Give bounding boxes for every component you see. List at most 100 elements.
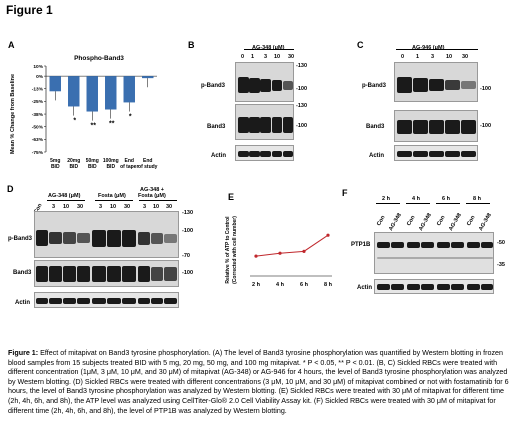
panel-d-lane-7: 3 [143,204,147,210]
panel-c-lane-2: 3 [431,54,435,60]
panel-a-bar [86,76,98,112]
figure-title: Figure 1 [6,3,53,17]
panel-a-xlabel: 50mg [86,158,99,164]
panel-f-lane-3: AG-348 [418,212,433,232]
panel-a-significance: ** [91,123,97,130]
panel-e-point [302,249,306,253]
panel-a-significance: * [73,118,76,125]
panel-c-pband3-blot [394,62,478,102]
panel-d-pband3-blot [34,211,179,258]
panel-f-lane-5: AG-348 [448,212,463,232]
panel-e-point [326,233,330,237]
panel-a-bar [68,76,80,107]
panel-d-group-fosta: Fosta (μM) [98,193,126,199]
panel-a-chart: Phospho-Band3 Mean % Change from Baselin… [10,55,158,170]
panel-a-xlabel: 5mg [50,158,60,164]
panel-f-letter: F [342,188,348,198]
panel-a-bar [123,76,135,103]
panel-b-lane-3: 10 [274,54,281,60]
panel-f-lane-6: Con [466,214,477,227]
caption-text: Effect of mitapivat on Band3 tyrosine ph… [8,349,509,415]
panel-d-lane-3: 30 [77,204,84,210]
panel-f-bracket-4h [406,203,430,204]
panel-f-marker-50: -50 [497,240,505,246]
panel-f-bracket-2h [376,203,400,204]
panel-f-lane-4: Con [436,214,447,227]
panel-f-lane-0: Con [376,214,387,227]
panel-a-xlabel: 100mg [103,158,119,164]
panel-a-xlabel: BID [51,164,60,170]
panel-f-ptp1b-blot [374,232,494,274]
panel-b-marker-130-top: -130 [296,63,308,69]
panel-d-lane-6: 30 [124,204,131,210]
panel-a-ylabel: Mean % Change from Baseline [10,74,16,154]
panel-c-band3-blot [394,110,478,142]
panel-b-actin-blot [235,145,294,161]
panel-a-significance: * [129,114,132,121]
panel-d-lane-5: 10 [110,204,117,210]
panel-a-significance: ** [109,121,115,128]
panel-a-bar [49,76,61,92]
panel-a-xlabel: of study [138,164,158,170]
panel-e-xlabel: 4 h [276,282,285,288]
panel-a-xlabel: of taper [120,164,138,170]
panel-d-band3-blot [34,260,179,287]
panel-c-lane-1: 1 [416,54,420,60]
panel-a-ytick-label: -13% [32,87,44,93]
panel-f-row-actin: Actin [357,285,372,291]
panel-f-bracket-8h [466,203,490,204]
panel-c-treatment: AG-946 (μM) [412,45,445,51]
panel-d-bracket-ag348 [47,200,85,201]
panel-d-lane-1: 3 [52,204,56,210]
panel-c-lane-0: 0 [401,54,405,60]
panel-e-xlabel: 2 h [252,282,261,288]
panel-e-ylabel: Relative % of ATP to Control [225,216,231,284]
panel-a-xlabel: BID [88,164,97,170]
panel-f-actin-blot [374,279,494,294]
panel-d-lane-4: 3 [99,204,103,210]
panel-e-letter: E [228,192,235,202]
panel-a-ytick-label: -25% [32,99,44,105]
panel-a-xlabel: End [125,158,134,164]
panel-c-row-pband3: p-Band3 [362,83,386,89]
panel-b-lane-4: 30 [288,54,295,60]
panel-b-marker-100-mid: -100 [296,123,308,129]
panel-a-bar [105,76,117,110]
panel-d-lane-9: 30 [166,204,173,210]
panel-c-lane-3: 10 [446,54,453,60]
panel-d-row-pband3: p-Band3 [8,236,32,242]
panel-f-marker-35: -35 [497,262,505,268]
panel-e-xlabel: 8 h [324,282,333,288]
panel-e-ylabel2: (Corrected with cell number) [232,216,238,284]
panel-a-ytick-label: -38% [32,112,44,118]
panel-b-band3-blot [235,104,294,140]
panel-a-letter: A [8,40,15,50]
panel-b-bracket [244,49,294,50]
panel-d-marker-100-top: -100 [182,228,194,234]
panel-a-xlabel: BID [106,164,115,170]
panel-f-row-ptp1b: PTP1B [351,242,371,248]
panel-c-actin-blot [394,145,478,161]
panel-d-bracket-combo [139,200,177,201]
panel-f-lane-1: AG-348 [388,212,403,232]
panel-e-point [278,251,282,255]
panel-a-xlabel: BID [69,164,78,170]
panel-b-marker-130-mid: -130 [296,103,308,109]
panel-a-xlabel: End [143,158,152,164]
figure-caption: Figure 1: Effect of mitapivat on Band3 t… [8,349,516,416]
panel-f-lane-2: Con [406,214,417,227]
panel-a-xlabel: 20mg [67,158,80,164]
panel-f-time-8h: 8 h [473,196,481,202]
panel-c-marker-100-mid: -100 [480,123,492,129]
panel-d-marker-130: -130 [182,210,194,216]
panel-d-row-band3: Band3 [13,270,32,276]
panel-d-group-ag348: AG-348 (μM) [48,193,81,199]
panel-b-treatment: AG-348 (μM) [252,45,285,51]
panel-f-time-4h: 4 h [412,196,420,202]
panel-b-row-pband3: p-Band3 [201,83,225,89]
panel-a-ytick-label: -63% [32,137,44,143]
panel-d-lane-8: 10 [153,204,160,210]
panel-c-letter: C [357,40,364,50]
panel-b-lane-1: 1 [251,54,255,60]
panel-a-ytick-label: -75% [32,150,44,156]
